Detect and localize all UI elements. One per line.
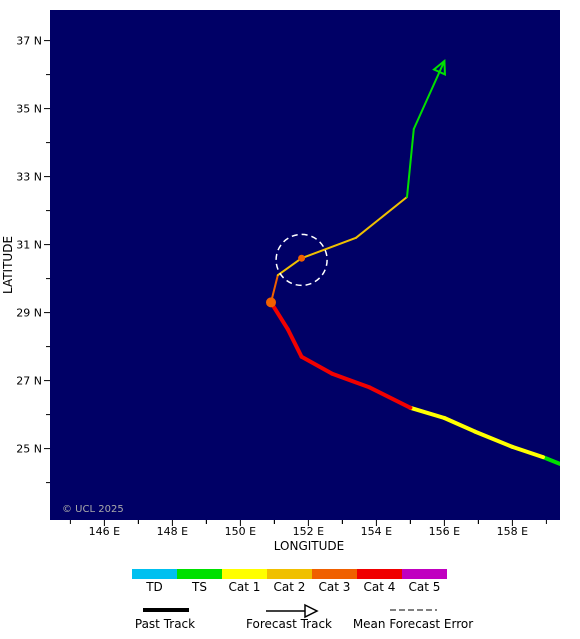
legend-swatch <box>132 569 177 579</box>
legend-category-label: TD <box>145 580 163 594</box>
lat-tick-label: 33 N <box>16 171 42 184</box>
current-position-marker <box>266 297 276 308</box>
lat-tick-label: 29 N <box>16 307 42 320</box>
lon-tick-label: 156 E <box>429 525 460 538</box>
legend-swatch <box>357 569 402 579</box>
past-track-segment <box>286 327 304 359</box>
mean-forecast-error-circle <box>275 233 328 287</box>
legend-category-label: Cat 4 <box>364 580 396 594</box>
past-track-legend: Past Track <box>135 608 195 631</box>
lon-tick-label: 146 E <box>89 525 120 538</box>
ocean-background <box>50 10 560 520</box>
legend-category-label: Cat 2 <box>274 580 306 594</box>
mean-error-legend-label: Mean Forecast Error <box>353 617 473 631</box>
x-axis-title: LONGITUDE <box>274 539 344 553</box>
forecast-track-segment <box>355 196 408 239</box>
lat-tick-label: 25 N <box>16 443 42 456</box>
forecast-track-segment <box>276 257 303 277</box>
legend-category-label: TS <box>191 580 207 594</box>
category-legend: TD TS Cat 1 Cat 2 Cat 3 Cat 4 Cat 5 <box>132 569 447 594</box>
arrow-icon <box>304 603 319 619</box>
past-track-segment <box>367 385 413 410</box>
legend-category-label: Cat 5 <box>409 580 441 594</box>
lat-tick-label: 35 N <box>16 103 42 116</box>
lon-tick-label: 152 E <box>293 525 324 538</box>
legend-category-label: Cat 1 <box>229 580 261 594</box>
lon-tick-label: 148 E <box>157 525 188 538</box>
lon-tick-label: 158 E <box>497 525 528 538</box>
past-track-segment <box>269 300 290 332</box>
forecast-position-marker <box>298 254 306 262</box>
past-track-segment <box>473 429 515 449</box>
lat-tick-label: 31 N <box>16 239 42 252</box>
forecast-arrow-icon <box>432 58 447 76</box>
longitude-axis: 146 E 148 E 150 E 152 E 154 E 156 E 158 E <box>69 520 547 538</box>
forecast-track-legend-label: Forecast Track <box>246 617 332 631</box>
past-track-segment <box>510 444 545 460</box>
forecast-track-segment <box>406 128 415 198</box>
lat-tick-label: 27 N <box>16 375 42 388</box>
past-track <box>269 300 560 466</box>
past-track-legend-label: Past Track <box>135 617 195 631</box>
copyright-label: © UCL 2025 <box>62 504 124 515</box>
mean-error-legend: Mean Forecast Error <box>353 609 473 631</box>
y-axis-title: LATITUDE <box>1 236 15 294</box>
legend-swatch <box>177 569 222 579</box>
legend-swatch <box>222 569 267 579</box>
past-track-segment <box>541 455 560 466</box>
legend-swatch <box>267 569 312 579</box>
past-track-segment <box>408 405 447 420</box>
legend-swatch <box>402 569 447 579</box>
forecast-track-segment <box>300 236 357 260</box>
lat-tick-label: 37 N <box>16 35 42 48</box>
past-track-segment <box>299 354 335 376</box>
forecast-track-legend: Forecast Track <box>246 603 332 631</box>
lon-tick-label: 154 E <box>361 525 392 538</box>
past-track-segment <box>330 371 372 390</box>
latitude-axis: 25 N 27 N 29 N 31 N 33 N 35 N 37 N <box>16 35 50 484</box>
legend-category-label: Cat 3 <box>319 580 351 594</box>
legend-swatch <box>312 569 357 579</box>
lon-tick-label: 150 E <box>225 525 256 538</box>
past-track-segment <box>442 416 477 434</box>
